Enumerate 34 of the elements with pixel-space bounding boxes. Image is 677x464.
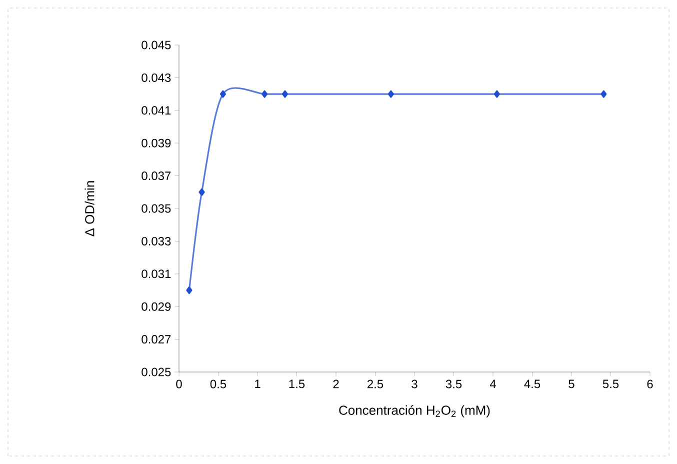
y-tick-label: 0.045: [142, 40, 171, 50]
x-tick-label: 3.5: [446, 380, 462, 388]
x-tick-label: 1.5: [289, 380, 305, 388]
x-axis-title: Concentración H$_{2}$O$_{2}$ (mM): [339, 405, 490, 418]
y-tick-label: 0.027: [142, 335, 171, 344]
x-tick-label: 5: [568, 380, 574, 388]
y-tick-label: 0.031: [142, 270, 171, 278]
x-tick-label: 2: [333, 380, 339, 388]
y-tick-label: 0.029: [142, 302, 171, 311]
x-tick-label: 0: [176, 380, 182, 388]
point: [198, 188, 205, 196]
y-tick-label: 0.033: [142, 236, 171, 246]
x-tick-label: 4.5: [524, 380, 540, 388]
y-tick-label: 0.039: [142, 138, 171, 148]
y-tick-label: 0.025: [142, 368, 171, 376]
x-tick-label: 2.5: [368, 380, 384, 388]
point: [186, 286, 192, 294]
x-tick-label: 6: [647, 380, 653, 388]
point: [282, 90, 288, 98]
x-tick-label: 3: [412, 380, 418, 388]
y-tick-label: 0.037: [142, 172, 171, 180]
point: [388, 90, 394, 98]
x-tick-label: 0.5: [210, 380, 226, 388]
point: [262, 90, 268, 98]
x-tick-label: 5.5: [602, 380, 619, 388]
point: [220, 90, 226, 98]
y-tick-label: 0.035: [142, 204, 171, 213]
y-tick-label: 0.041: [142, 106, 171, 115]
x-tick-label: 4: [490, 380, 496, 388]
point: [600, 90, 607, 98]
point: [494, 90, 500, 98]
y-tick-label: 0.043: [142, 73, 171, 82]
x-tick-label: 1: [255, 380, 260, 388]
y-axis-title: Δ OD/min: [84, 181, 94, 236]
